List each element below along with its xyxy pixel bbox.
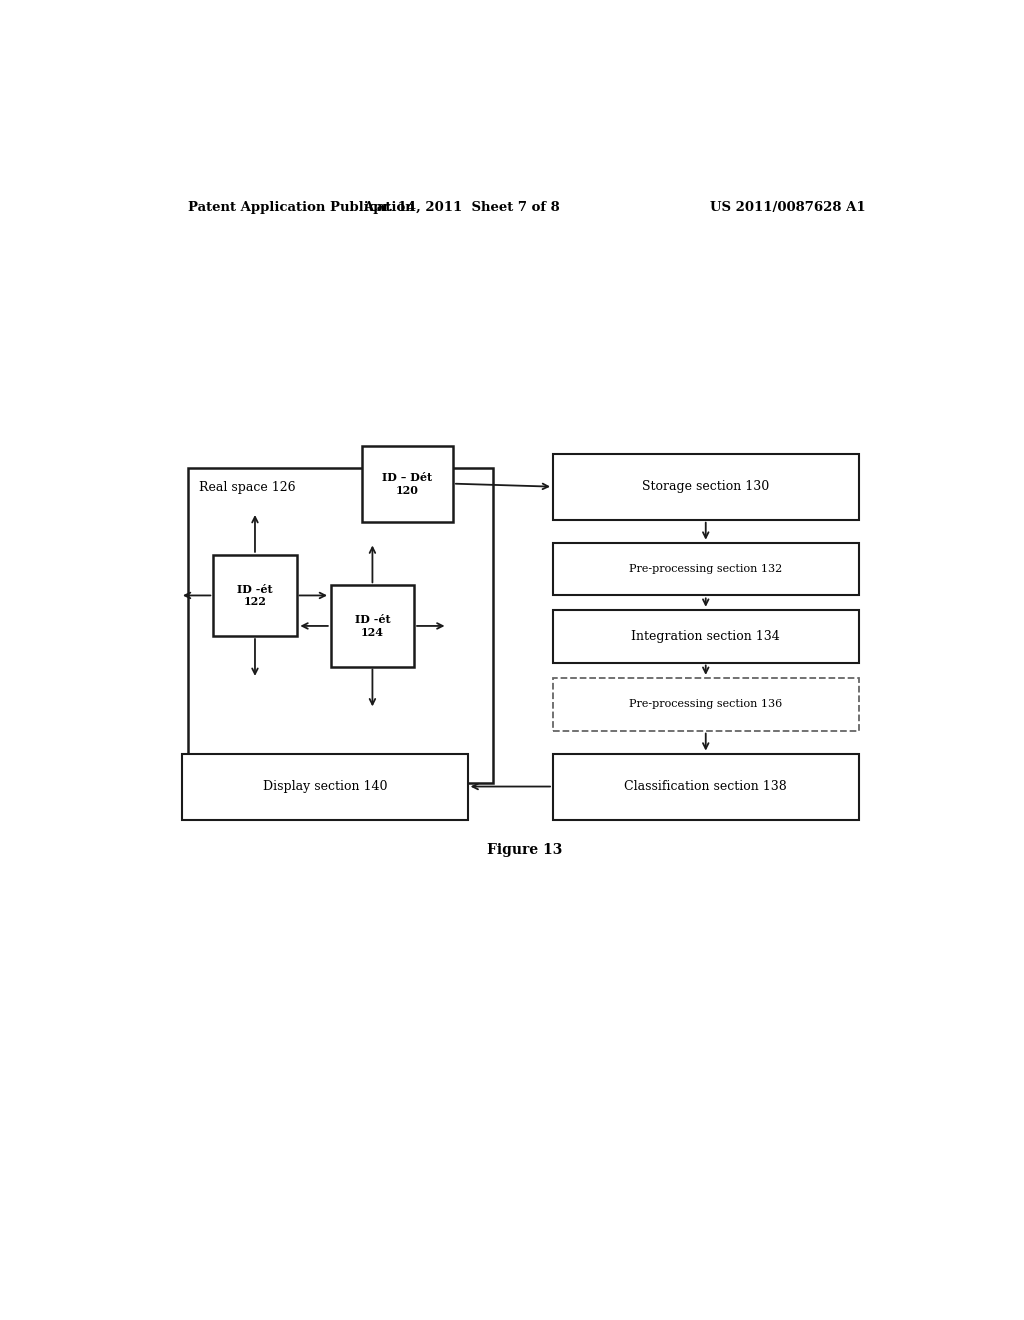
Bar (553, 454, 858, 520)
Text: Classification section 138: Classification section 138 (625, 780, 787, 793)
Text: Pre-processing section 136: Pre-processing section 136 (629, 700, 782, 709)
Text: Patent Application Publication: Patent Application Publication (187, 201, 415, 214)
Text: Apr. 14, 2011  Sheet 7 of 8: Apr. 14, 2011 Sheet 7 of 8 (362, 201, 560, 214)
Bar (187, 469, 494, 784)
Text: Integration section 134: Integration section 134 (632, 630, 780, 643)
Text: US 2011/0087628 A1: US 2011/0087628 A1 (711, 201, 866, 214)
Bar (553, 610, 858, 663)
Bar (213, 554, 297, 636)
Text: Pre-processing section 132: Pre-processing section 132 (629, 564, 782, 574)
Text: ID – Dét
120: ID – Dét 120 (382, 471, 432, 495)
Text: Figure 13: Figure 13 (487, 842, 562, 857)
Bar (553, 543, 858, 595)
Text: ID -ét
122: ID -ét 122 (238, 583, 272, 607)
Bar (553, 677, 858, 731)
Text: ID -ét
124: ID -ét 124 (354, 614, 390, 638)
Bar (361, 446, 453, 521)
Bar (553, 754, 858, 820)
Text: Display section 140: Display section 140 (262, 780, 387, 793)
Text: Storage section 130: Storage section 130 (642, 480, 769, 494)
Bar (331, 585, 414, 667)
Bar (182, 754, 468, 820)
Text: Real space 126: Real space 126 (200, 480, 296, 494)
